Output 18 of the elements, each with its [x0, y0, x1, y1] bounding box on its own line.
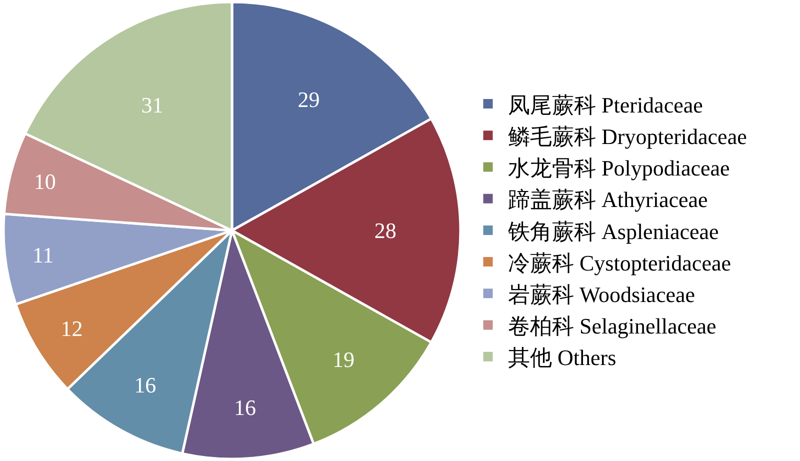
data-label: 10: [34, 169, 56, 194]
legend-label: 其他 Others: [508, 345, 616, 370]
legend-label: 鳞毛蕨科 Dryopteridaceae: [508, 124, 747, 149]
data-label: 31: [141, 92, 164, 118]
data-label: 29: [298, 87, 320, 112]
legend-label: 岩蕨科 Woodsiaceae: [508, 282, 695, 307]
data-label: 16: [134, 372, 156, 398]
data-label: 12: [60, 316, 83, 341]
legend-label: 冷蕨科 Cystopteridaceae: [508, 250, 731, 276]
legend-label: 水龙骨科 Polypodiaceae: [508, 156, 730, 181]
data-label: 16: [234, 394, 256, 420]
data-label: 19: [332, 347, 354, 372]
legend-label: 卷柏科 Selaginellaceae: [508, 314, 716, 339]
data-label: 28: [374, 218, 396, 243]
legend-label: 蹄盖蕨科 Athyriaceae: [508, 187, 708, 212]
data-label: 11: [32, 242, 54, 268]
legend-label: 铁角蕨科 Aspleniaceae: [507, 218, 719, 244]
legend-label: 凤尾蕨科 Pteridaceae: [508, 92, 703, 118]
